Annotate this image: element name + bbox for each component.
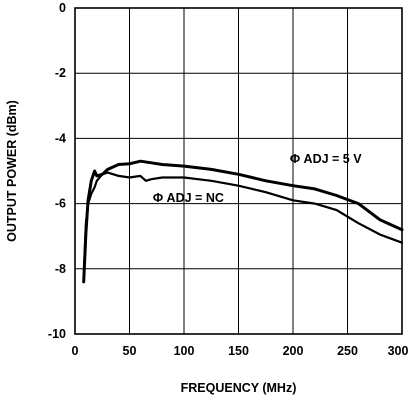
tick-labels: 0 50 100 150 200 250 300 0 -2 -4 -6 -8 -10 (48, 1, 409, 358)
x-tick-label: 300 (388, 344, 409, 358)
x-tick-label: 250 (337, 344, 358, 358)
plot-frame (74, 7, 403, 335)
y-tick-label: -10 (48, 327, 66, 341)
grid (75, 8, 402, 334)
x-axis-title: FREQUENCY (MHz) (181, 381, 297, 395)
y-tick-label: -2 (55, 66, 66, 80)
y-axis-title: OUTPUT POWER (dBm) (5, 100, 19, 242)
x-tick-label: 150 (228, 344, 249, 358)
series-annotation-2: Φ ADJ = NC (153, 191, 224, 205)
y-tick-label: -6 (55, 197, 66, 211)
y-tick-label: -4 (55, 131, 66, 145)
series-line-2 (82, 171, 404, 280)
x-tick-label: 100 (174, 344, 195, 358)
x-tick-label: 50 (123, 344, 137, 358)
x-tick-label: 0 (72, 344, 79, 358)
series-line-1 (82, 159, 404, 284)
x-tick-label: 200 (283, 344, 304, 358)
annotations: Φ ADJ = 5 V Φ ADJ = NC (153, 152, 362, 205)
series-group (82, 159, 404, 284)
y-tick-label: 0 (59, 1, 66, 15)
series-annotation-1: Φ ADJ = 5 V (290, 152, 362, 166)
y-tick-label: -8 (55, 262, 66, 276)
